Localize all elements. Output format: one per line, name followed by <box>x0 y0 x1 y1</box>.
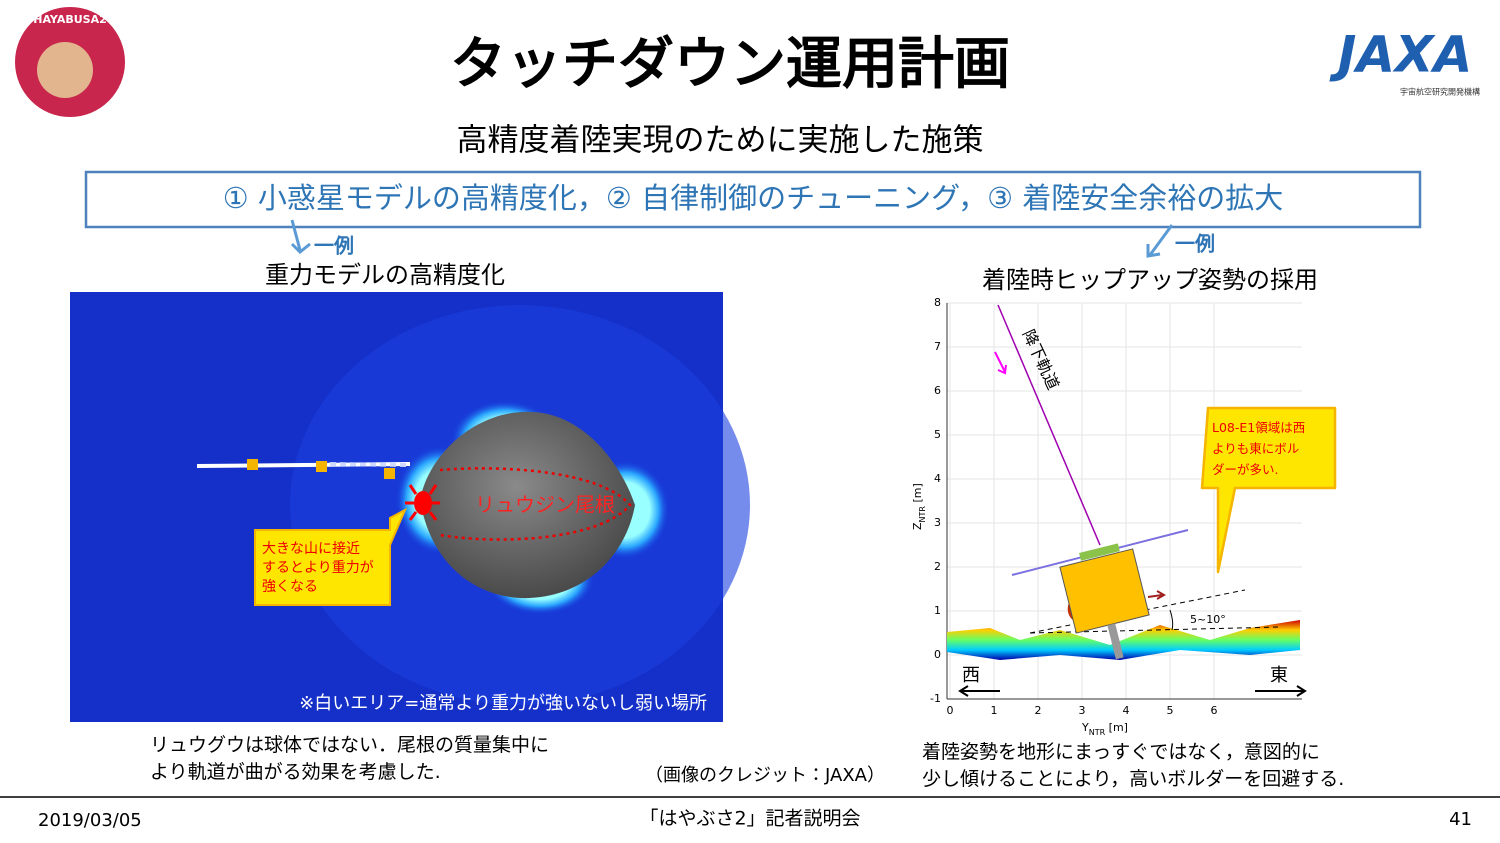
callout-line: ダーが多い. <box>1212 462 1278 477</box>
subtitle: 高精度着陸実現のために実施した施策 <box>457 123 984 159</box>
y-tick-label: 5 <box>934 428 941 441</box>
x-tick-label: 4 <box>1123 704 1130 717</box>
label-sub: NTR <box>1089 728 1106 737</box>
callout-line: するとより重力が <box>262 560 374 576</box>
y-axis-label: ZNTR [m] <box>911 483 927 530</box>
spacecraft <box>384 468 395 479</box>
callout <box>1200 406 1337 574</box>
logo-right: JAXA 宇宙航空研究開発機構 <box>1329 26 1480 97</box>
ridge-outline <box>439 467 632 541</box>
label-unit: [m] <box>911 483 924 506</box>
example-tag: 一例 <box>1175 232 1215 256</box>
credit: （画像のクレジット：JAXA） <box>645 765 885 786</box>
ridge-label: リュウジン尾根 <box>475 493 615 517</box>
east: 東 <box>1270 665 1288 686</box>
descent-arrow <box>994 351 1007 375</box>
west-arrow <box>958 685 1000 697</box>
y-tick-label: 7 <box>934 340 941 353</box>
callout-line: L08-E1領域は西 <box>1212 420 1305 435</box>
y-tick-label: 3 <box>934 516 941 529</box>
logo-right-sub: 宇宙航空研究開発機構 <box>1400 87 1480 97</box>
east-arrow <box>1255 685 1307 697</box>
asteroid <box>420 411 635 599</box>
plot-content: 降下軌道 5~10° L08-E1領域は西 よりも東にボル ダーが多い. 西 東… <box>911 304 1337 737</box>
x-tick-label: 3 <box>1079 704 1086 717</box>
footer-event: 「はやぶさ2」記者説明会 <box>639 808 860 830</box>
motion-arrow <box>1147 590 1167 600</box>
y-tick-label: 0 <box>934 648 941 661</box>
x-axis-label: YNTR [m] <box>1081 721 1128 737</box>
label-main: Y <box>1081 721 1089 734</box>
callout-line: よりも東にボル <box>1212 441 1299 456</box>
label-unit: [m] <box>1105 721 1128 734</box>
spacecraft <box>316 461 327 472</box>
callout-text: 大きな山に接近 するとより重力が 強くなる <box>262 541 378 595</box>
arrow <box>1146 224 1174 258</box>
example-tag: 一例 <box>314 234 354 258</box>
caption-line: より軌道が曲がる効果を考慮した. <box>150 761 441 783</box>
x-tick-label: 5 <box>1167 704 1174 717</box>
y-tick-label: -1 <box>930 692 941 705</box>
caption-line: 着陸姿勢を地形にまっすぐではなく，意図的に <box>922 741 1320 763</box>
force-arrows <box>405 484 440 521</box>
east-box <box>1262 666 1298 687</box>
lander <box>1059 543 1150 660</box>
west: 西 <box>962 665 980 686</box>
ridge-point <box>414 491 432 515</box>
angle-arc <box>1169 609 1174 631</box>
x-tick-label: 0 <box>947 704 954 717</box>
trajectory <box>196 462 411 468</box>
y-tick-label: 6 <box>934 384 941 397</box>
callout-text: L08-E1領域は西 よりも東にボル ダーが多い. <box>1212 420 1309 477</box>
caption-line: リュウグウは球体ではない．尾根の質量集中に <box>150 734 549 756</box>
label-sub: NTR <box>918 506 927 523</box>
footer-page: 41 <box>1449 809 1472 830</box>
logo-art <box>37 42 93 98</box>
x-tick-label: 6 <box>1211 704 1218 717</box>
arrow <box>290 219 311 255</box>
callout-line: 大きな山に接近 <box>262 541 360 557</box>
right-caption: 着陸姿勢を地形にまっすぐではなく，意図的に 少し傾けることにより，高いボルダーを… <box>922 741 1344 790</box>
spacecraft <box>247 459 258 470</box>
angle-label: 5~10° <box>1190 613 1226 626</box>
logo-left: HAYABUSA2 <box>15 7 125 117</box>
callout <box>254 507 408 606</box>
y-tick-label: 4 <box>934 472 941 485</box>
y-tick-label: 2 <box>934 560 941 573</box>
lander-horn <box>1107 623 1124 660</box>
lander-panel <box>1079 543 1120 561</box>
left-caption: リュウグウは球体ではない．尾根の質量集中に より軌道が曲がる効果を考慮した. <box>150 734 555 783</box>
logo-right-text: JAXA <box>1329 26 1473 84</box>
gravity-image: リュウジン尾根 大きな山に接近 するとより重力が 強くなる ※白いエリア=通常よ… <box>70 292 750 722</box>
measures: ① 小惑星モデルの高精度化，② 自律制御のチューニング，③ 着陸安全余裕の拡大 <box>223 181 1284 215</box>
footer-date: 2019/03/05 <box>38 810 142 831</box>
trajectory-plan <box>329 462 411 467</box>
image-note: ※白いエリア=通常より重力が強いないし弱い場所 <box>299 693 707 714</box>
descent-trajectory <box>997 304 1101 546</box>
label-main: Z <box>911 522 924 530</box>
caption-line: 少し傾けることにより，高いボルダーを回避する. <box>922 768 1344 790</box>
y-tick-label: 8 <box>934 296 941 309</box>
left-heading: 重力モデルの高精度化 <box>265 261 505 289</box>
y-tick-label: 1 <box>934 604 941 617</box>
west-box <box>955 666 991 687</box>
logo-left-text: HAYABUSA2 <box>33 13 107 26</box>
x-tick-label: 1 <box>991 704 998 717</box>
callout-line: 強くなる <box>262 579 318 595</box>
title: タッチダウン運用計画 <box>450 32 1010 97</box>
measures-box <box>84 170 1422 229</box>
terrain <box>947 620 1300 660</box>
ground-line <box>1029 626 1281 634</box>
x-tick-label: 2 <box>1035 704 1042 717</box>
right-heading: 着陸時ヒップアップ姿勢の採用 <box>982 266 1318 294</box>
